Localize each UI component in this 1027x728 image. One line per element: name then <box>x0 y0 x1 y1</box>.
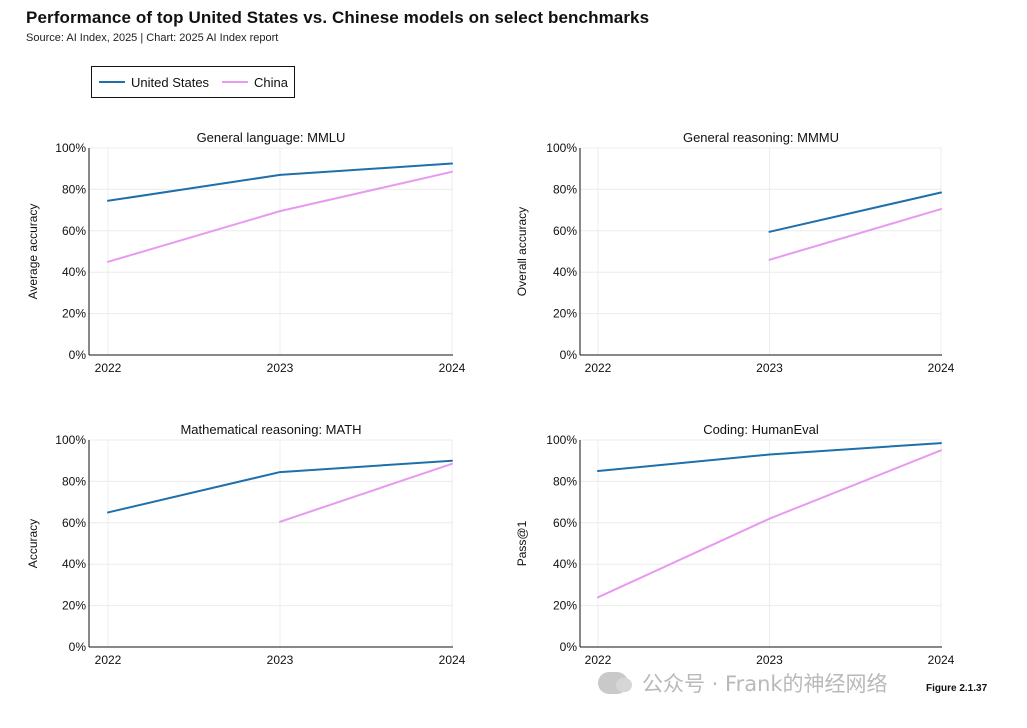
chart1-y-tick-label: 40% <box>62 265 86 279</box>
chart3-y-tick-label: 20% <box>62 599 86 613</box>
chart1-y-tick-label: 80% <box>62 182 86 196</box>
chart2-y-tick-label: 40% <box>553 265 577 279</box>
legend: United States China <box>91 66 295 98</box>
chart3-y-tick-label: 0% <box>69 640 87 654</box>
legend-item-united-states: United States <box>99 75 209 90</box>
chart4-title: Coding: HumanEval <box>703 422 819 437</box>
chart4-x-tick-label: 2023 <box>756 653 783 667</box>
chart4-y-tick-label: 80% <box>553 474 577 488</box>
chart4-y-tick-label: 0% <box>560 640 578 654</box>
chart3-series-line-united-states <box>107 459 453 514</box>
chart2-x-tick-label: 2022 <box>585 361 612 375</box>
chart3-series-line-china <box>279 462 453 523</box>
chart1-x-tick-label: 2024 <box>439 361 466 375</box>
chart2-x-tick-label: 2023 <box>756 361 783 375</box>
chart2-y-tick-label: 60% <box>553 224 577 238</box>
chart4-y-tick-label: 20% <box>553 599 577 613</box>
chart2-x-tick-label: 2024 <box>928 361 955 375</box>
page-subtitle: Source: AI Index, 2025 | Chart: 2025 AI … <box>26 32 279 44</box>
legend-label-united-states: United States <box>131 74 210 90</box>
chart4-y-axis-label: Pass@1 <box>515 520 529 566</box>
chart4-y-tick-label: 40% <box>553 557 577 571</box>
watermark: 公众号 · Frank的神经网络 <box>598 668 888 698</box>
chart4-series-line-china <box>597 449 942 599</box>
chart3-x-tick-label: 2024 <box>439 653 466 667</box>
chart3-y-tick-label: 40% <box>62 557 86 571</box>
chart1-y-tick-label: 0% <box>69 348 87 362</box>
chart3-title: Mathematical reasoning: MATH <box>180 422 361 437</box>
chart4-series-line-united-states <box>597 442 942 473</box>
chart3-y-tick-label: 60% <box>62 516 86 530</box>
chart3-x-tick-label: 2023 <box>267 653 294 667</box>
chart2-y-axis-label: Overall accuracy <box>515 207 529 296</box>
chart3-y-tick-label: 80% <box>62 474 86 488</box>
chart3-y-axis-label: Accuracy <box>26 519 40 568</box>
chart2-series-line-china <box>768 208 942 261</box>
chart1-y-tick-label: 20% <box>62 307 86 321</box>
figure-label: Figure 2.1.37 <box>926 683 988 694</box>
chart4-x-tick-label: 2022 <box>585 653 612 667</box>
legend-label-china: China <box>254 74 288 90</box>
legend-swatch-china <box>222 81 249 83</box>
chart2-y-tick-label: 0% <box>560 348 578 362</box>
chart2-y-tick-label: 80% <box>553 182 577 196</box>
chart2-title: General reasoning: MMMU <box>683 130 839 145</box>
page-title: Performance of top United States vs. Chi… <box>26 8 650 27</box>
chart1-y-axis-label: Average accuracy <box>26 204 40 300</box>
chart1-y-tick-label: 60% <box>62 224 86 238</box>
chart1-series-line-united-states <box>107 162 453 202</box>
chart4-y-tick-label: 100% <box>546 433 577 447</box>
chart3-y-tick-label: 100% <box>55 433 86 447</box>
legend-swatch-united-states <box>99 81 125 83</box>
chart1-x-tick-label: 2023 <box>267 361 294 375</box>
chart4-x-tick-label: 2024 <box>928 653 955 667</box>
chart3-x-tick-label: 2022 <box>95 653 122 667</box>
chart1-series-line-china <box>107 170 453 263</box>
chart2-y-tick-label: 100% <box>546 141 577 155</box>
chart1-title: General language: MMLU <box>197 130 346 145</box>
chart4-y-tick-label: 60% <box>553 516 577 530</box>
chart2-y-tick-label: 20% <box>553 307 577 321</box>
chart1-y-tick-label: 100% <box>55 141 86 155</box>
watermark-text: 公众号 · Frank的神经网络 <box>642 672 888 696</box>
chart1-x-tick-label: 2022 <box>95 361 122 375</box>
chart2-series-line-united-states <box>768 191 942 233</box>
wechat-icon <box>598 672 632 694</box>
legend-item-china: China <box>222 75 288 90</box>
